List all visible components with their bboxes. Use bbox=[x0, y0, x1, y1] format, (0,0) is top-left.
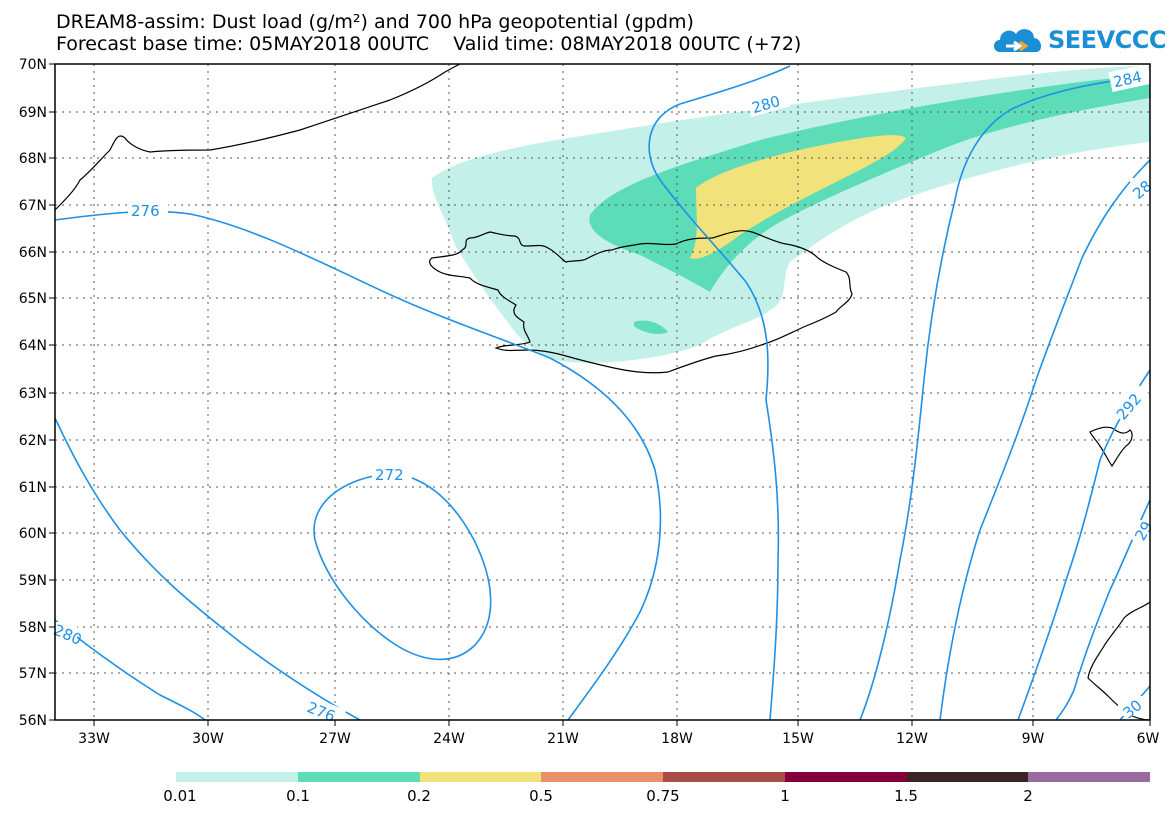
legend-label-0-1: 0.1 bbox=[286, 787, 310, 805]
lat-label-64n: 64N bbox=[19, 338, 47, 354]
lon-label-15w: 15W bbox=[782, 731, 814, 747]
contour-label-276-north: 276 bbox=[131, 202, 160, 220]
lon-label-6w: 6W bbox=[1137, 731, 1160, 747]
lat-label-59n: 59N bbox=[19, 573, 47, 589]
legend-swatch-1 bbox=[297, 772, 420, 782]
legend-label-0-75: 0.75 bbox=[646, 787, 680, 805]
faroe-coast bbox=[1089, 426, 1133, 468]
legend-label-2: 2 bbox=[1023, 787, 1033, 805]
lat-label-66n: 66N bbox=[19, 245, 47, 261]
legend-label-0-5: 0.5 bbox=[529, 787, 553, 805]
contour-276-north bbox=[54, 210, 662, 721]
lon-label-21w: 21W bbox=[547, 731, 579, 747]
cloud-icon bbox=[994, 29, 1042, 52]
contour-276-south bbox=[54, 417, 361, 721]
legend-swatch-5 bbox=[784, 772, 907, 782]
lat-label-60n: 60N bbox=[19, 526, 47, 542]
lat-label-63n: 63N bbox=[19, 386, 47, 402]
lat-label-61n: 61N bbox=[19, 480, 47, 496]
lat-label-70n: 70N bbox=[19, 57, 47, 73]
lon-label-24w: 24W bbox=[433, 731, 465, 747]
lat-label-62n: 62N bbox=[19, 433, 47, 449]
latitude-labels: 70N 69N 68N 67N 66N 65N 64N 63N 62N 61N … bbox=[19, 57, 47, 729]
contour-292 bbox=[1017, 369, 1151, 721]
map-frame bbox=[54, 63, 1151, 721]
legend-label-1-5: 1.5 bbox=[894, 787, 918, 805]
contour-label-284: 284 bbox=[1112, 68, 1144, 92]
lon-label-12w: 12W bbox=[896, 731, 928, 747]
color-legend bbox=[176, 772, 1150, 782]
lat-label-67n: 67N bbox=[19, 198, 47, 214]
contour-280 bbox=[648, 65, 791, 721]
contour-296 bbox=[1055, 499, 1151, 721]
lat-label-56n: 56N bbox=[19, 713, 47, 729]
legend-swatch-6 bbox=[906, 772, 1029, 782]
lat-label-58n: 58N bbox=[19, 620, 47, 636]
legend-swatch-0 bbox=[176, 772, 298, 782]
contour-284 bbox=[859, 75, 1151, 721]
lat-label-57n: 57N bbox=[19, 666, 47, 682]
lat-label-68n: 68N bbox=[19, 151, 47, 167]
legend-label-0-01: 0.01 bbox=[163, 787, 197, 805]
longitude-labels: 33W 30W 27W 24W 21W 18W 15W 12W 9W 6W bbox=[78, 731, 1159, 747]
legend-swatch-4 bbox=[663, 772, 785, 782]
dust-contour-0-2 bbox=[690, 135, 906, 259]
legend-label-0-2: 0.2 bbox=[407, 787, 431, 805]
contour-272 bbox=[313, 473, 492, 661]
title-line-1: DREAM8-assim: Dust load (g/m²) and 700 h… bbox=[56, 11, 694, 33]
lon-label-9w: 9W bbox=[1022, 731, 1045, 747]
title-line-2: Forecast base time: 05MAY2018 00UTC Vali… bbox=[56, 33, 802, 55]
geopotential-contours bbox=[54, 65, 1151, 721]
lon-label-18w: 18W bbox=[661, 731, 693, 747]
legend-swatch-2 bbox=[419, 772, 542, 782]
iceland-coast bbox=[428, 230, 853, 374]
map-grid bbox=[55, 64, 1150, 720]
logo-text: SEEVCCC bbox=[1048, 26, 1167, 54]
tick-marks bbox=[49, 63, 1151, 726]
lon-label-33w: 33W bbox=[78, 731, 110, 747]
contour-labels: 276 272 280 276 280 284 28 292 29 30 bbox=[51, 64, 1156, 729]
lon-label-27w: 27W bbox=[319, 731, 351, 747]
contour-label-272: 272 bbox=[375, 466, 404, 484]
contour-288 bbox=[939, 159, 1151, 721]
lat-label-65n: 65N bbox=[19, 291, 47, 307]
legend-label-1: 1 bbox=[780, 787, 790, 805]
contour-label-280-west: 280 bbox=[51, 621, 84, 649]
legend-swatch-3 bbox=[541, 772, 663, 782]
lon-label-30w: 30W bbox=[192, 731, 224, 747]
dust-spot bbox=[634, 320, 668, 334]
dust-load-shading bbox=[431, 66, 1150, 363]
seevccc-logo: SEEVCCC bbox=[990, 20, 1167, 60]
greenland-coast bbox=[54, 63, 461, 211]
dust-map: 276 272 280 276 280 284 28 292 29 30 bbox=[19, 57, 1160, 747]
lat-label-69n: 69N bbox=[19, 105, 47, 121]
legend-swatch-7 bbox=[1028, 772, 1150, 782]
